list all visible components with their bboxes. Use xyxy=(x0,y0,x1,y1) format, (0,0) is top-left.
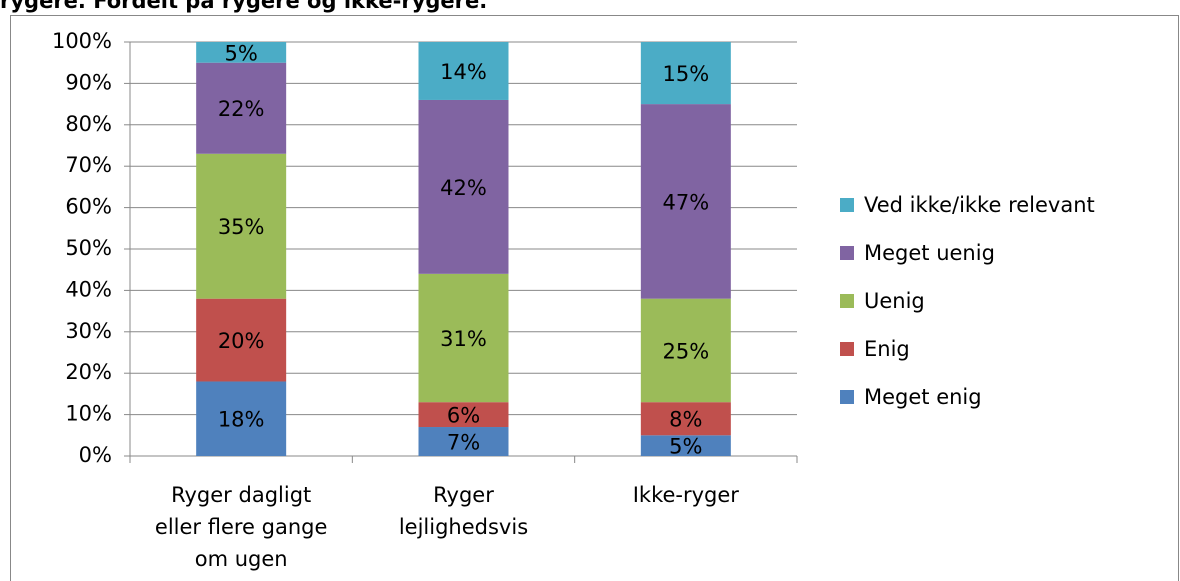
value-label: 31% xyxy=(440,327,487,351)
bar-segment xyxy=(640,298,731,403)
value-label: 25% xyxy=(662,339,709,363)
value-label: 5% xyxy=(669,435,702,459)
x-tick-line: Ryger xyxy=(433,483,494,507)
legend-swatch xyxy=(840,246,854,260)
legend-swatch xyxy=(840,342,854,356)
value-label: 22% xyxy=(218,97,265,121)
bar-segment xyxy=(418,427,509,456)
value-label: 6% xyxy=(447,404,480,428)
bar-segment xyxy=(196,62,287,154)
x-tick-label: Ikke-ryger xyxy=(633,483,740,507)
y-tick-label: 80% xyxy=(65,112,112,136)
bar-segment xyxy=(640,42,731,105)
value-label: 5% xyxy=(225,41,258,65)
value-label: 47% xyxy=(662,190,709,214)
y-tick-label: 100% xyxy=(52,29,112,53)
chart-title: rygere. Fordelt på rygere og ikke-rygere… xyxy=(0,0,487,13)
x-tick-line: om ugen xyxy=(195,547,288,571)
value-label: 35% xyxy=(218,215,265,239)
legend-label: Ved ikke/ikke relevant xyxy=(864,193,1095,217)
x-tick-line: eller flere gange xyxy=(155,515,328,539)
legend-swatch xyxy=(840,198,854,212)
y-tick-label: 20% xyxy=(65,360,112,384)
value-label: 18% xyxy=(218,408,265,432)
value-label: 15% xyxy=(662,62,709,86)
legend-swatch xyxy=(840,294,854,308)
y-tick-label: 30% xyxy=(65,319,112,343)
bar-segment xyxy=(418,42,509,100)
legend-label: Uenig xyxy=(864,289,925,313)
legend-label: Meget enig xyxy=(864,385,982,409)
x-tick-line: Ryger dagligt xyxy=(171,483,311,507)
value-label: 42% xyxy=(440,176,487,200)
bar-segment xyxy=(640,402,731,436)
y-tick-label: 50% xyxy=(65,236,112,260)
bar-segment xyxy=(418,402,509,428)
value-label: 8% xyxy=(669,408,702,432)
bar-segment xyxy=(640,435,731,456)
y-tick-label: 70% xyxy=(65,153,112,177)
bar-segment xyxy=(196,42,287,63)
y-tick-label: 90% xyxy=(65,70,112,94)
bar-segment xyxy=(196,381,287,456)
x-tick-line: Ikke-ryger xyxy=(633,483,740,507)
x-tick-label: Ryger lejlighedsvis xyxy=(399,483,528,539)
y-tick-label: 40% xyxy=(65,277,112,301)
value-label: 7% xyxy=(447,431,480,455)
y-tick-label: 0% xyxy=(79,443,112,467)
x-tick-line: lejlighedsvis xyxy=(399,515,528,539)
bar-segment xyxy=(640,104,731,299)
x-tick-label: Ryger dagligt eller flere gange om ugen xyxy=(155,483,328,571)
y-tick-label: 10% xyxy=(65,402,112,426)
bar-segment xyxy=(418,99,509,274)
y-tick-label: 60% xyxy=(65,195,112,219)
value-label: 20% xyxy=(218,329,265,353)
bar-segment xyxy=(196,298,287,382)
legend-label: Enig xyxy=(864,337,910,361)
bar-segment xyxy=(418,273,509,403)
value-label: 14% xyxy=(440,60,487,84)
legend-label: Meget uenig xyxy=(864,241,995,265)
bar-segment xyxy=(196,153,287,299)
legend-swatch xyxy=(840,390,854,404)
